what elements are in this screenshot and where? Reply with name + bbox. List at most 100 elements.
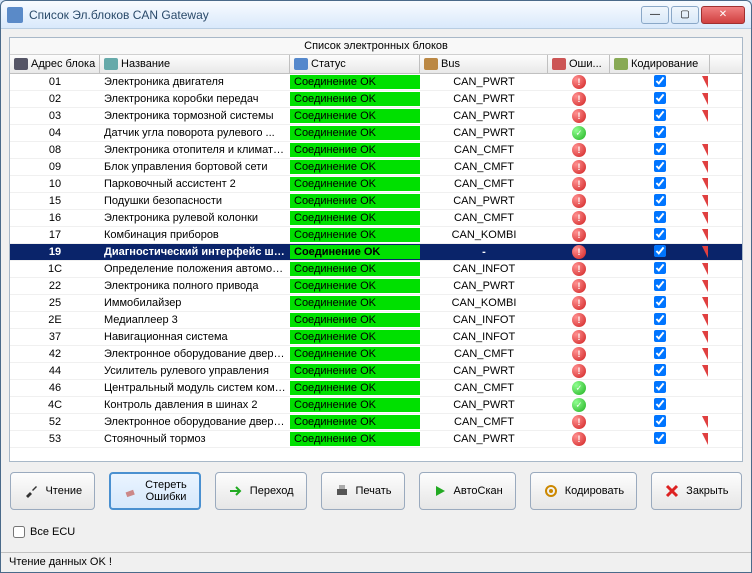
table-row[interactable]: 08Электроника отопителя и климати...Соед… <box>10 142 742 159</box>
table-row[interactable]: 46Центральный модуль систем комф...Соеди… <box>10 380 742 397</box>
cell-coding <box>610 346 710 363</box>
error-icon <box>572 143 586 157</box>
coding-checkbox[interactable] <box>654 143 666 155</box>
table-row[interactable]: 15Подушки безопасностиСоединение OKCAN_P… <box>10 193 742 210</box>
header-name[interactable]: Название <box>100 55 290 73</box>
cell-coding <box>610 295 710 312</box>
goto-button[interactable]: Переход <box>215 472 307 510</box>
coding-checkbox[interactable] <box>654 92 666 104</box>
cell-error <box>548 176 610 192</box>
coding-checkbox[interactable] <box>654 279 666 291</box>
coding-checkbox[interactable] <box>654 432 666 444</box>
print-button[interactable]: Печать <box>321 472 405 510</box>
cell-address: 46 <box>10 381 100 395</box>
coding-checkbox[interactable] <box>654 194 666 206</box>
table-row[interactable]: 03Электроника тормозной системыСоединени… <box>10 108 742 125</box>
coding-checkbox[interactable] <box>654 381 666 393</box>
cell-error <box>548 91 610 107</box>
cell-name: Электронное оборудование двери ... <box>100 415 290 429</box>
coding-checkbox[interactable] <box>654 330 666 342</box>
table-row[interactable]: 01Электроника двигателяСоединение OKCAN_… <box>10 74 742 91</box>
header-errors[interactable]: Оши... <box>548 55 610 73</box>
cell-error <box>548 210 610 226</box>
table-row[interactable]: 22Электроника полного приводаСоединение … <box>10 278 742 295</box>
cell-error <box>548 414 610 430</box>
header-address[interactable]: Адрес блока <box>10 55 100 73</box>
cell-name: Контроль давления в шинах 2 <box>100 398 290 412</box>
close-window-button[interactable]: ✕ <box>701 6 745 24</box>
cell-error <box>548 278 610 294</box>
flag-icon <box>702 416 708 428</box>
table-row[interactable]: 10Парковочный ассистент 2Соединение OKCA… <box>10 176 742 193</box>
header-coding[interactable]: Кодирование <box>610 55 710 73</box>
cell-status: Соединение OK <box>290 262 420 276</box>
table-row[interactable]: 1CОпределение положения автомоб...Соедин… <box>10 261 742 278</box>
erase-errors-button[interactable]: Стереть Ошибки <box>109 472 201 510</box>
error-icon <box>572 415 586 429</box>
coding-checkbox[interactable] <box>654 109 666 121</box>
cell-address: 08 <box>10 143 100 157</box>
coding-checkbox[interactable] <box>654 398 666 410</box>
read-button[interactable]: Чтение <box>10 472 95 510</box>
coding-checkbox[interactable] <box>654 160 666 172</box>
all-ecu-label: Все ECU <box>30 526 75 538</box>
table-row[interactable]: 37Навигационная системаСоединение OKCAN_… <box>10 329 742 346</box>
coding-checkbox[interactable] <box>654 245 666 257</box>
header-status[interactable]: Статус <box>290 55 420 73</box>
coding-checkbox[interactable] <box>654 262 666 274</box>
table-row[interactable]: 25ИммобилайзерСоединение OKCAN_KOMBI <box>10 295 742 312</box>
coding-checkbox[interactable] <box>654 313 666 325</box>
flag-icon <box>702 76 708 88</box>
address-header-icon <box>14 58 28 70</box>
table-row[interactable]: 52Электронное оборудование двери ...Соед… <box>10 414 742 431</box>
all-ecu-checkbox[interactable] <box>13 526 25 538</box>
coding-checkbox[interactable] <box>654 415 666 427</box>
table-row[interactable]: 04Датчик угла поворота рулевого ...Соеди… <box>10 125 742 142</box>
coding-checkbox[interactable] <box>654 75 666 87</box>
autoscan-button[interactable]: АвтоСкан <box>419 472 516 510</box>
table-row[interactable]: 2EМедиаплеер 3Соединение OKCAN_INFOT <box>10 312 742 329</box>
cell-name: Электроника тормозной системы <box>100 109 290 123</box>
coding-checkbox[interactable] <box>654 126 666 138</box>
encode-button[interactable]: Кодировать <box>530 472 637 510</box>
table-row[interactable]: 17Комбинация приборовСоединение OKCAN_KO… <box>10 227 742 244</box>
close-button[interactable]: Закрыть <box>651 472 741 510</box>
table-row[interactable]: 4CКонтроль давления в шинах 2Соединение … <box>10 397 742 414</box>
cell-address: 42 <box>10 347 100 361</box>
window-title: Список Эл.блоков CAN Gateway <box>29 8 641 22</box>
cell-status: Соединение OK <box>290 398 420 412</box>
cell-error <box>548 74 610 90</box>
table-row[interactable]: 53Стояночный тормозСоединение OKCAN_PWRT <box>10 431 742 448</box>
titlebar[interactable]: Список Эл.блоков CAN Gateway — ▢ ✕ <box>1 1 751 29</box>
cell-coding <box>610 74 710 91</box>
table-row[interactable]: 42Электронное оборудование двери ...Соед… <box>10 346 742 363</box>
coding-checkbox[interactable] <box>654 177 666 189</box>
cell-bus: CAN_CMFT <box>420 347 548 361</box>
cell-bus: CAN_PWRT <box>420 432 548 446</box>
coding-checkbox[interactable] <box>654 228 666 240</box>
table-row[interactable]: 02Электроника коробки передачСоединение … <box>10 91 742 108</box>
table-row[interactable]: 44Усилитель рулевого управленияСоединени… <box>10 363 742 380</box>
header-bus[interactable]: Bus <box>420 55 548 73</box>
table-row[interactable]: 19Диагностический интерфейс ши...Соедине… <box>10 244 742 261</box>
table-row[interactable]: 16Электроника рулевой колонкиСоединение … <box>10 210 742 227</box>
cell-bus: CAN_INFOT <box>420 313 548 327</box>
coding-checkbox[interactable] <box>654 364 666 376</box>
coding-checkbox[interactable] <box>654 296 666 308</box>
table-row[interactable]: 09Блок управления бортовой сетиСоединени… <box>10 159 742 176</box>
grid-body[interactable]: 01Электроника двигателяСоединение OKCAN_… <box>10 74 742 461</box>
coding-checkbox[interactable] <box>654 211 666 223</box>
cell-error <box>548 380 610 396</box>
minimize-button[interactable]: — <box>641 6 669 24</box>
cell-bus: CAN_KOMBI <box>420 228 548 242</box>
cell-name: Электроника полного привода <box>100 279 290 293</box>
maximize-button[interactable]: ▢ <box>671 6 699 24</box>
cell-bus: CAN_PWRT <box>420 194 548 208</box>
cell-bus: CAN_CMFT <box>420 415 548 429</box>
coding-checkbox[interactable] <box>654 347 666 359</box>
cell-status: Соединение OK <box>290 415 420 429</box>
cell-name: Парковочный ассистент 2 <box>100 177 290 191</box>
error-icon <box>572 347 586 361</box>
cell-coding <box>610 142 710 159</box>
app-icon <box>7 7 23 23</box>
